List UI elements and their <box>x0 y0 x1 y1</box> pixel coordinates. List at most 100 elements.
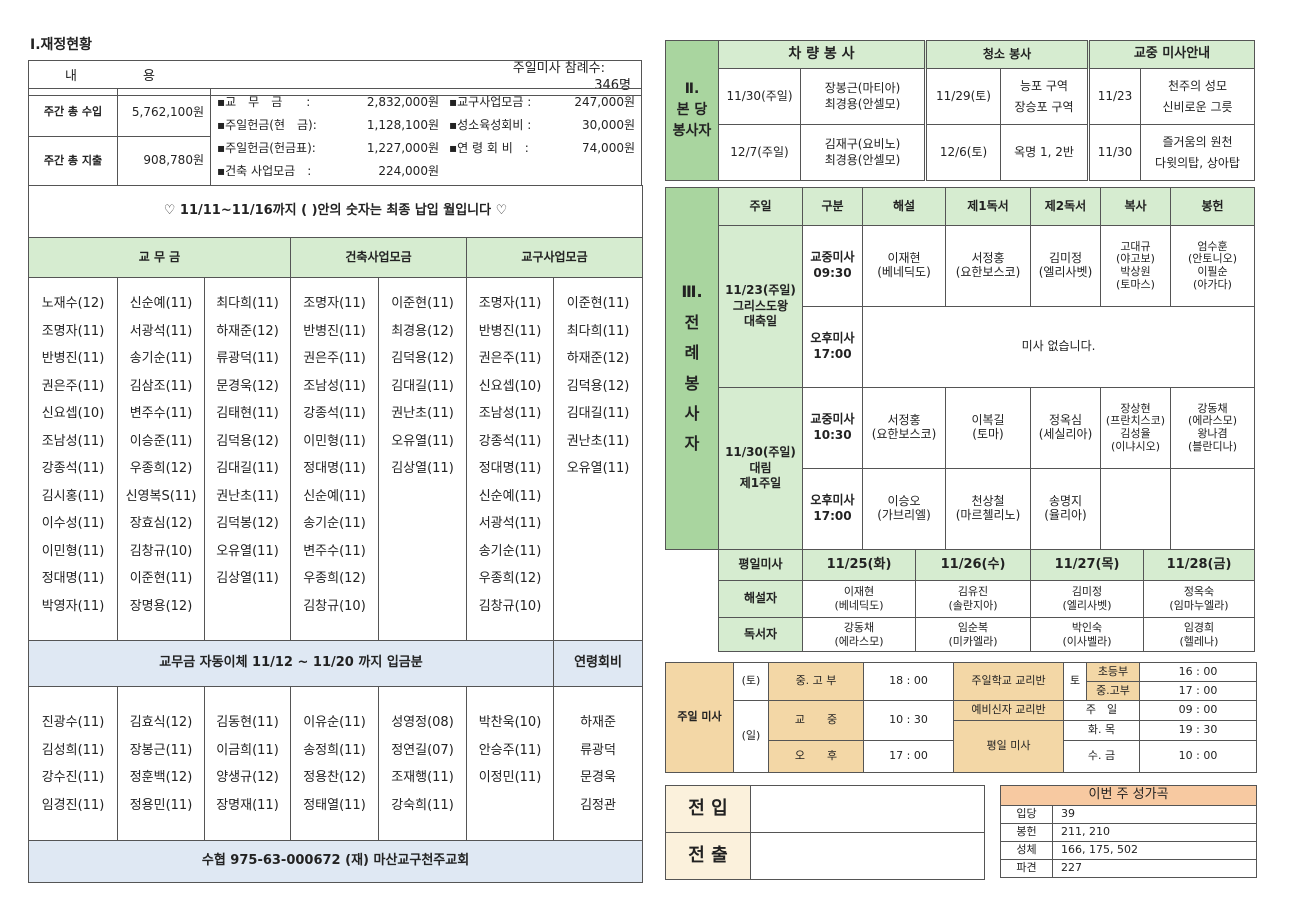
table-row: 교 무 금 건축사업모금 교구사업모금 <box>28 237 644 278</box>
section-side: 봉사자 <box>672 123 712 139</box>
transfer-out-label: 전 출 <box>688 845 728 867</box>
table-row: ♡ 11/11~11/16까지 ( )안의 숫자는 최종 납입 월입니다 ♡ <box>27 185 644 238</box>
table-cell <box>1100 468 1171 550</box>
volunteer-name: (토마) <box>972 427 1004 441</box>
reader-name: 임경희 <box>1183 620 1215 634</box>
donor-name: 박영자(11) <box>41 598 105 614</box>
donor-name: 노재수(12) <box>41 296 105 311</box>
mass-type: 17:00 <box>813 347 852 361</box>
donor-name: 이정민(11) <box>478 770 542 785</box>
car-name: 최경용(안셀모) <box>824 152 901 167</box>
donor-name: 우종희(12) <box>303 571 366 586</box>
section-side: 자 <box>684 434 700 454</box>
reader-name: 임순복 <box>957 620 989 634</box>
table-cell: 11/25(화) <box>802 549 916 581</box>
donor-name: 반병진(11) <box>303 323 366 339</box>
table-cell: 주일학교 교리반 <box>953 662 1064 701</box>
table-cell: 39 <box>1052 805 1257 824</box>
donor-name: 김대길(11) <box>216 461 279 476</box>
column-header: 제1독서 <box>967 198 1009 213</box>
table-cell: 건축사업모금 <box>290 237 467 278</box>
table-cell: ♡ 11/11~11/16까지 ( )안의 숫자는 최종 납입 월입니다 ♡ <box>27 185 644 238</box>
detail-row: ▪성소육성회비 : 30,000원 <box>449 114 635 137</box>
car-header: 차 량 봉 사 <box>788 46 855 63</box>
donor-name: 김정관 <box>580 797 616 813</box>
table-cell: 김재구(요비노) 최경용(안셀모) <box>800 124 927 181</box>
table-row: 평일미사 11/25(화) 11/26(수) 11/27(목) 11/28(금) <box>718 549 1255 581</box>
table-row: Ⅱ. 본 당 봉사자 차 량 봉 사 청소 봉사 교중 미사안내 <box>665 40 1255 181</box>
hymn-row: 파견 227 <box>1000 859 1257 878</box>
volunteer-name: (프란치스코) <box>1105 414 1166 428</box>
sunday-label: 11/30(주일) <box>725 445 796 460</box>
table-cell: 11/26(수) <box>915 549 1031 581</box>
class-time: 09 : 00 <box>1178 703 1218 717</box>
donor-name: 문경욱 <box>580 770 616 785</box>
column-header: 구분 <box>821 198 844 213</box>
donor-name: 조남성(11) <box>478 406 542 421</box>
mass-name: 오 후 <box>794 749 838 763</box>
donor-name: 김대길(11) <box>391 378 454 394</box>
day: (토) <box>741 674 761 688</box>
hymn-numbers: 166, 175, 502 <box>1061 843 1138 857</box>
donor-name: 신요셉(10) <box>478 378 542 394</box>
table-cell: 강동채 (에라스모) <box>802 617 916 652</box>
sunday-label: 제1주일 <box>739 476 782 491</box>
volunteer-name: 천상철 <box>971 494 1005 509</box>
column-header: 봉헌 <box>1201 198 1224 213</box>
table-cell: 천상철 (마르첼리노) <box>945 468 1031 550</box>
table-cell: 서정홍 (요한보스코) <box>945 225 1031 307</box>
commentator-name: (엘리사벳) <box>1062 599 1112 612</box>
table-row: 독서자 강동채 (에라스모) 임순복 (미카엘라) 박인숙 (이사벨라) 임경희 (헬레나) <box>718 617 1255 652</box>
column-header: 제2독서 <box>1044 198 1087 213</box>
donor-name: 김덕용(12) <box>216 433 279 449</box>
class-name: 예비신자 교리반 <box>971 703 1046 717</box>
donor-name: 박찬욱(10) <box>478 715 542 730</box>
donor-name: 오유열(11) <box>216 543 279 559</box>
table-cell: 구분 <box>802 187 863 226</box>
head-label: 내 <box>65 69 77 85</box>
section-side: Ⅱ. <box>684 81 700 97</box>
table-cell: 해설 <box>862 187 946 226</box>
donor-name: 반병진(11) <box>41 351 105 366</box>
mass-row: 11/23(주일) 그리스도왕 대축일 교중미사 09:30 이재현 (베네딕도) 서정홍 (요… <box>666 225 1255 388</box>
table-cell: 교무금 자동이체 11/12 ~ 11/20 까지 입금분 <box>28 640 554 687</box>
table-cell: 교중 미사안내 <box>1088 40 1255 69</box>
donor-name: 변주수(11) <box>129 406 193 421</box>
donor-name: 정용찬(12) <box>303 770 366 785</box>
donor-name: 김상열(11) <box>216 571 279 586</box>
table-cell: Ⅱ. 본 당 봉사자 <box>665 40 719 181</box>
volunteer-name: 이복길 <box>971 413 1005 428</box>
hymn-part: 입당 <box>1016 807 1037 821</box>
donor-name: 하재준(12) <box>216 323 279 339</box>
clean-area: 옥명 1, 2반 <box>1014 145 1074 160</box>
donor-name: 문경욱(12) <box>216 378 279 394</box>
volunteer-name: 장상현 <box>1120 401 1151 415</box>
detail-label: ▪건축 사업모금 : <box>217 164 312 178</box>
donor-name: 정대명(11) <box>478 461 542 476</box>
clean-date: 12/6(토) <box>939 144 988 159</box>
table-cell: 파견 <box>1000 859 1053 878</box>
table-cell: 이복길 (토마) <box>945 387 1031 469</box>
donor-name: 김창규(10) <box>478 598 542 614</box>
table-cell: 예비신자 교리반 <box>953 700 1064 721</box>
table-cell: 입당 <box>1000 805 1053 824</box>
reader-name: 강동채 <box>843 620 875 634</box>
class-time: 17 : 00 <box>1178 683 1218 697</box>
car-name: 장봉근(마티아) <box>824 80 901 95</box>
sunday-label: 대림 <box>749 460 772 475</box>
name-column: 이유순(11) 송정희(11) 정용찬(12) 정태열(11) <box>290 686 379 841</box>
mass-date: 11/23 <box>1097 88 1133 103</box>
donor-name: 김시홍(11) <box>41 488 105 504</box>
donor-name: 정대명(11) <box>41 571 105 586</box>
table-cell: 서정홍 (요한보스코) <box>862 387 946 469</box>
mass-type: 10:30 <box>813 428 852 442</box>
volunteer-name: (아가다) <box>1193 277 1232 291</box>
table-cell: 전 입 <box>665 785 751 833</box>
volunteer-name: 이승오 <box>887 494 921 509</box>
table-cell: 정옥심 (세실리아) <box>1030 387 1101 469</box>
table-cell: 16 : 00 <box>1139 662 1257 682</box>
commentator-name: 이재현 <box>843 585 875 599</box>
donor-name: 이민형(11) <box>41 543 105 559</box>
donor-name: 장명용(12) <box>129 598 193 614</box>
donor-name: 신순예(11) <box>129 296 193 311</box>
